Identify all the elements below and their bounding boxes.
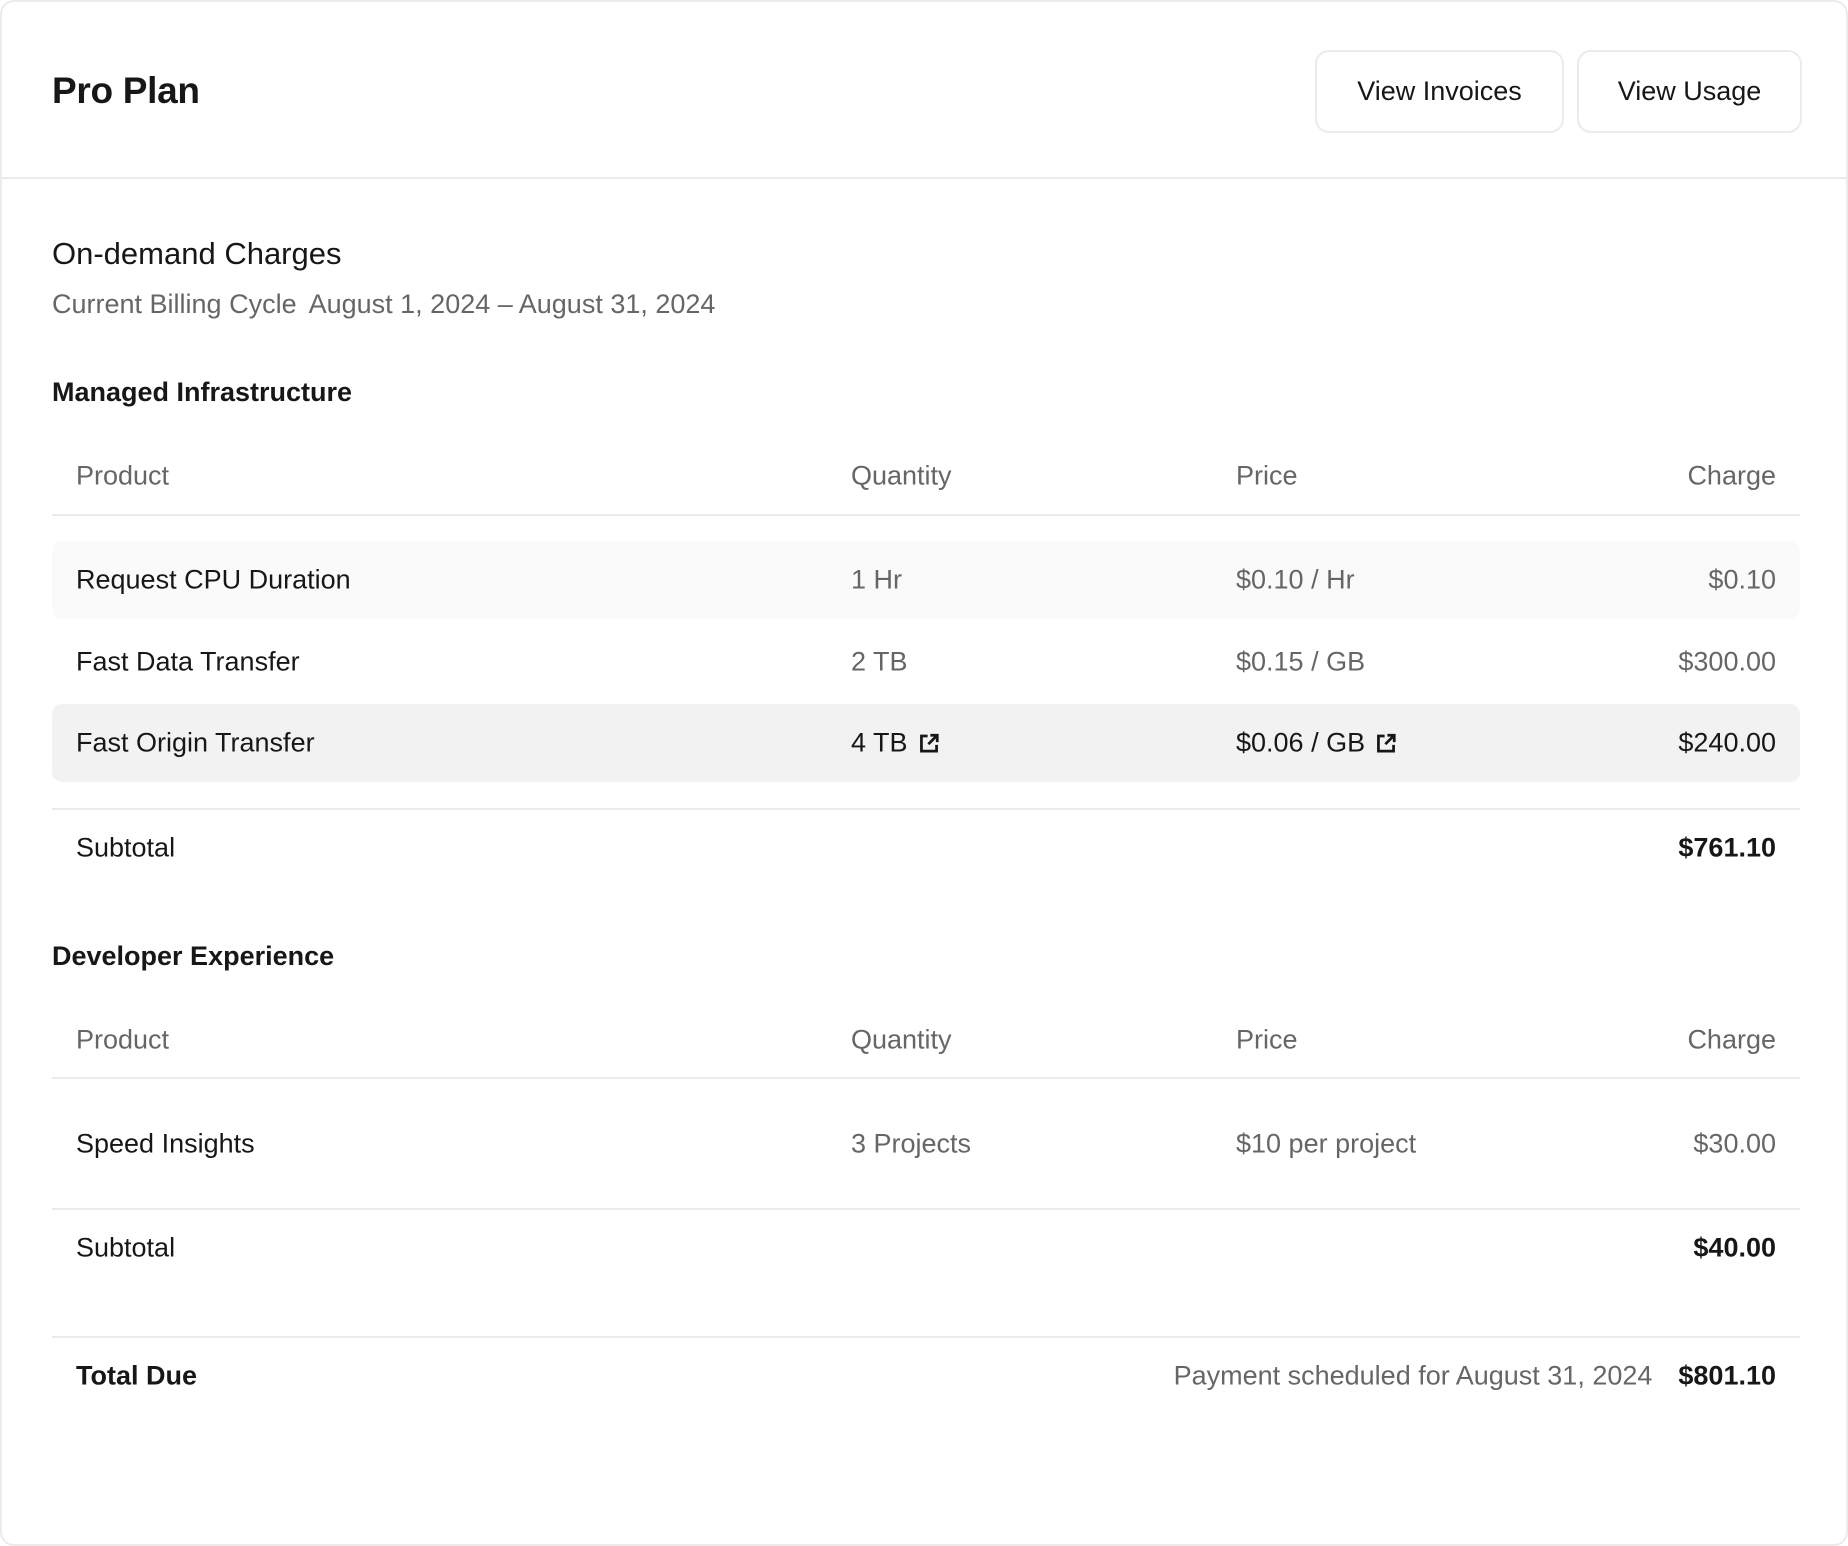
- view-usage-button[interactable]: View Usage: [1577, 50, 1802, 133]
- price: $0.06 / GB: [1236, 727, 1366, 758]
- subtotal-row: Subtotal $40.00: [52, 1209, 1800, 1287]
- external-link-icon[interactable]: [1375, 732, 1397, 754]
- subtotal-row: Subtotal $761.10: [52, 809, 1800, 887]
- subtotal-label: Subtotal: [76, 832, 176, 863]
- col-quantity: Quantity: [851, 460, 952, 491]
- payment-note: Payment scheduled for August 31, 2024: [1173, 1360, 1653, 1391]
- quantity: 4 TB: [851, 727, 908, 758]
- product-name: Request CPU Duration: [76, 564, 351, 595]
- product-name: Speed Insights: [76, 1128, 255, 1159]
- total-label: Total Due: [76, 1360, 197, 1391]
- table-row: Speed Insights 3 Projects $10 per projec…: [52, 1105, 1800, 1183]
- billing-cycle-range: August 1, 2024 – August 31, 2024: [308, 289, 716, 319]
- external-link-icon[interactable]: [918, 732, 940, 754]
- col-charge: Charge: [1687, 460, 1776, 491]
- col-product: Product: [76, 460, 170, 491]
- table-row: Request CPU Duration 1 Hr $0.10 / Hr $0.…: [52, 541, 1800, 619]
- table-row: Fast Data Transfer 2 TB $0.15 / GB $300.…: [52, 623, 1800, 701]
- view-invoices-button[interactable]: View Invoices: [1315, 50, 1564, 133]
- product-name: Fast Origin Transfer: [76, 727, 315, 758]
- col-quantity: Quantity: [851, 1024, 952, 1055]
- table-header: Product Quantity Price Charge: [52, 437, 1800, 515]
- charge: $300.00: [1678, 646, 1776, 677]
- page-title: Pro Plan: [52, 70, 200, 111]
- quantity: 3 Projects: [851, 1128, 972, 1159]
- section-title: On-demand Charges: [52, 236, 342, 271]
- total-amount: $801.10: [1678, 1360, 1776, 1391]
- price-link[interactable]: $0.06 / GB: [1236, 728, 1397, 759]
- divider: [52, 808, 1800, 810]
- price: $0.10 / Hr: [1236, 564, 1355, 595]
- col-charge: Charge: [1687, 1024, 1776, 1055]
- col-price: Price: [1236, 1024, 1298, 1055]
- quantity: 1 Hr: [851, 564, 903, 595]
- developer-experience-title: Developer Experience: [52, 941, 335, 971]
- divider: [52, 1336, 1800, 1338]
- subtotal-value: $40.00: [1693, 1232, 1776, 1263]
- total-row: Total Due Payment scheduled for August 3…: [52, 1337, 1800, 1415]
- price: $0.15 / GB: [1236, 646, 1366, 677]
- charge: $0.10: [1708, 564, 1776, 595]
- table-row[interactable]: Fast Origin Transfer 4 TB $0.06 / GB $24…: [52, 704, 1800, 782]
- price: $10 per project: [1236, 1128, 1417, 1159]
- product-name: Fast Data Transfer: [76, 646, 300, 677]
- managed-infrastructure-title: Managed Infrastructure: [52, 377, 353, 407]
- charge: $240.00: [1678, 727, 1776, 758]
- charge: $30.00: [1693, 1128, 1776, 1159]
- card-header: Pro Plan View Invoices View Usage: [2, 2, 1846, 179]
- quantity: 2 TB: [851, 646, 908, 677]
- table-header: Product Quantity Price Charge: [52, 1001, 1800, 1079]
- billing-cycle-label: Current Billing Cycle: [52, 289, 297, 319]
- billing-cycle: Current Billing Cycle August 1, 2024 – Au…: [52, 289, 727, 320]
- divider: [52, 1208, 1800, 1210]
- quantity-link[interactable]: 4 TB: [851, 728, 940, 759]
- subtotal-value: $761.10: [1678, 832, 1776, 863]
- col-price: Price: [1236, 460, 1298, 491]
- divider: [52, 514, 1800, 516]
- col-product: Product: [76, 1024, 170, 1055]
- subtotal-label: Subtotal: [76, 1232, 176, 1263]
- divider: [52, 1077, 1800, 1079]
